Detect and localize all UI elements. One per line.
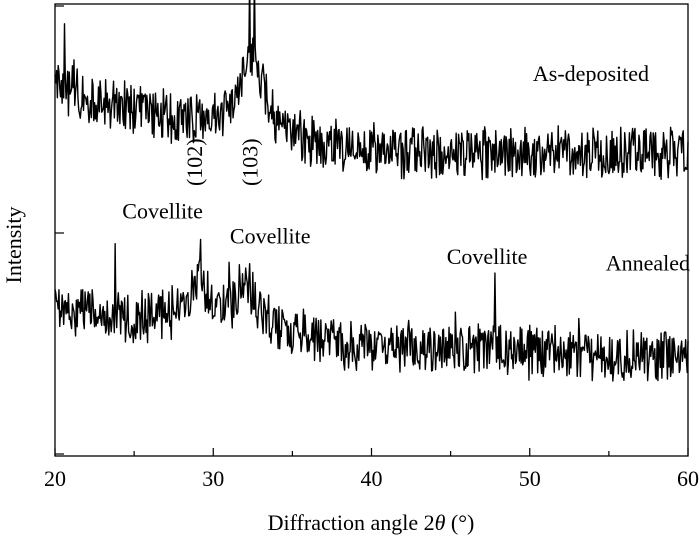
- annotation-label: Annealed: [606, 251, 690, 276]
- series-layer: [54, 0, 689, 382]
- annotation-label: (102): [182, 138, 207, 186]
- tick-layer: 20 30 40 50 60: [44, 5, 699, 491]
- annotation-label: (103): [238, 138, 263, 186]
- x-tick-label: 30: [202, 466, 224, 491]
- annotation-label: Covellite: [230, 224, 311, 249]
- x-axis-title: Diffraction angle 2θ (°): [268, 510, 475, 535]
- x-tick-label: 50: [519, 466, 541, 491]
- y-axis-title: Intensity: [1, 207, 26, 284]
- x-axis-title-prefix: Diffraction angle 2: [268, 510, 435, 535]
- x-tick-label: 20: [44, 466, 66, 491]
- x-tick-label: 60: [677, 466, 699, 491]
- annotation-label: Covellite: [447, 244, 528, 269]
- series-line-annealed: [54, 238, 689, 382]
- x-axis-title-unit: (°): [445, 510, 474, 535]
- annotation-label: As-deposited: [533, 61, 649, 86]
- annotation-layer: As-deposited Annealed Covellite Covellite Co…: [122, 61, 690, 276]
- annotation-label: Covellite: [122, 199, 203, 224]
- x-axis-title-theta: θ: [435, 510, 446, 535]
- series-line-as-deposited: [54, 0, 689, 181]
- x-tick-label: 40: [361, 466, 383, 491]
